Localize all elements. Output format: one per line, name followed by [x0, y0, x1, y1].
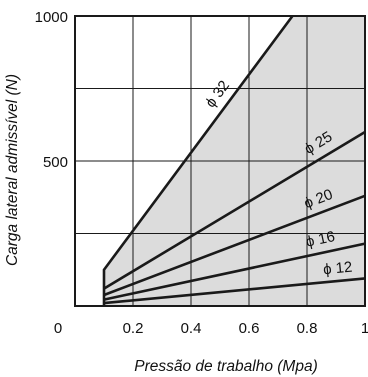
series-line-2: [103, 130, 366, 290]
x-tick-label: 0.4: [181, 320, 202, 337]
y-tick-label: 500: [43, 154, 68, 171]
series-line-4: [103, 242, 366, 301]
y-tick-label: 1000: [35, 9, 68, 26]
y-axis-title: Carga lateral admissível (N): [4, 74, 21, 266]
x-tick-label: 0.2: [123, 320, 144, 337]
series-line-5: [103, 277, 366, 305]
x-tick-label: 0: [54, 320, 62, 337]
series-label-4: ϕ 16: [304, 228, 336, 251]
x-axis-title: Pressão de trabalho (Mpa): [134, 358, 318, 375]
x-tick-label: 0.6: [239, 320, 260, 337]
plot-frame: [74, 15, 366, 307]
x-tick-label: 1: [361, 320, 368, 337]
series-line-3: [103, 194, 366, 297]
x-tick-label: 0.8: [297, 320, 318, 337]
series-label-5: ϕ 12: [322, 259, 353, 279]
